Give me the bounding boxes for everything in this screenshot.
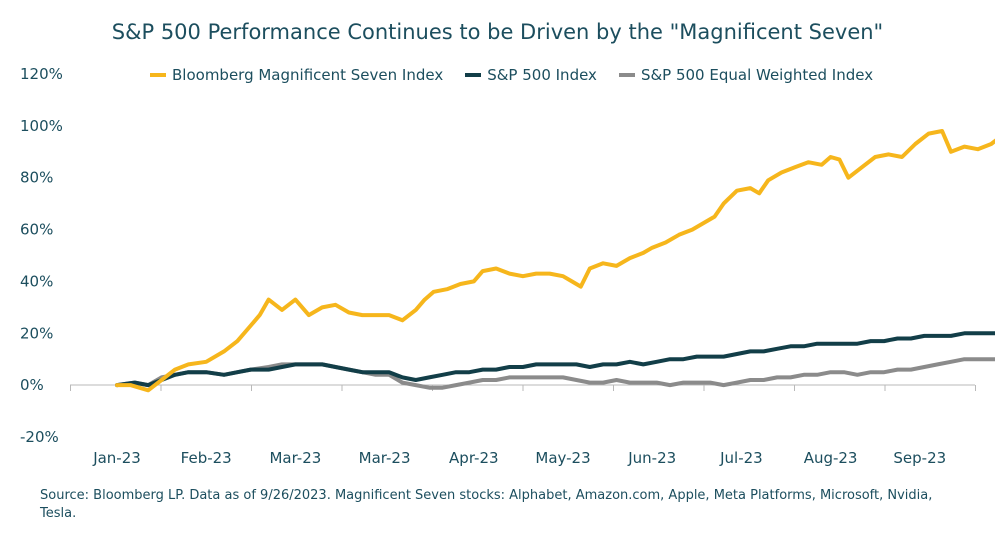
chart-legend: Bloomberg Magnificent Seven Index S&P 50… [150,64,895,86]
legend-label-magnificent-seven: Bloomberg Magnificent Seven Index [172,66,444,84]
y-axis-tick-labels: 120% 100% 80% 60% 40% 20% 0% -20% [20,65,63,446]
y-tick-label: 40% [20,272,53,290]
series-line-sp500 [115,331,995,388]
y-tick-label: 0% [20,376,44,394]
x-tick-label: Feb-23 [181,449,232,467]
y-tick-label: 60% [20,221,53,239]
legend-swatch-sp500-equal-weighted [618,73,635,77]
legend-label-sp500-equal-weighted: S&P 500 Equal Weighted Index [640,66,874,84]
y-tick-label: 80% [20,169,53,187]
x-tick-label: Sep-23 [893,449,946,467]
legend-label-sp500: S&P 500 Index [487,66,597,84]
x-tick-label: Jul-23 [719,449,763,467]
x-tick-label: Aug-23 [804,449,858,467]
legend-item-magnificent-seven: Bloomberg Magnificent Seven Index [150,66,443,84]
y-tick-label: 120% [20,65,63,83]
series-line-magnificent-seven [115,129,995,393]
chart-title: S&P 500 Performance Continues to be Driv… [111,20,884,44]
x-tick-label: Apr-23 [449,449,499,467]
x-tick-label: Jun-23 [627,449,676,467]
line-chart: 120% 100% 80% 60% 40% 20% 0% -20% Jan-23 Feb-23 M… [20,65,995,467]
legend-swatch-sp500 [465,73,482,77]
x-tick-label: May-23 [535,449,590,467]
y-tick-label: 100% [20,117,63,135]
legend-item-sp500-equal-weighted: S&P 500 Equal Weighted Index [618,66,874,84]
y-tick-label: -20% [20,428,59,446]
legend-swatch-magnificent-seven [150,73,166,77]
y-tick-label: 20% [20,324,53,342]
x-tick-label: Mar-23 [269,449,321,467]
x-tick-label: Jan-23 [92,449,141,467]
series-lines [115,129,995,393]
x-tick-label: Mar-23 [359,449,411,467]
source-note: Source: Bloomberg LP. Data as of 9/26/20… [40,488,933,521]
legend-item-sp500: S&P 500 Index [465,66,597,84]
x-axis: Jan-23 Feb-23 Mar-23 Mar-23 Apr-23 May-23 Jun-… [70,384,976,467]
